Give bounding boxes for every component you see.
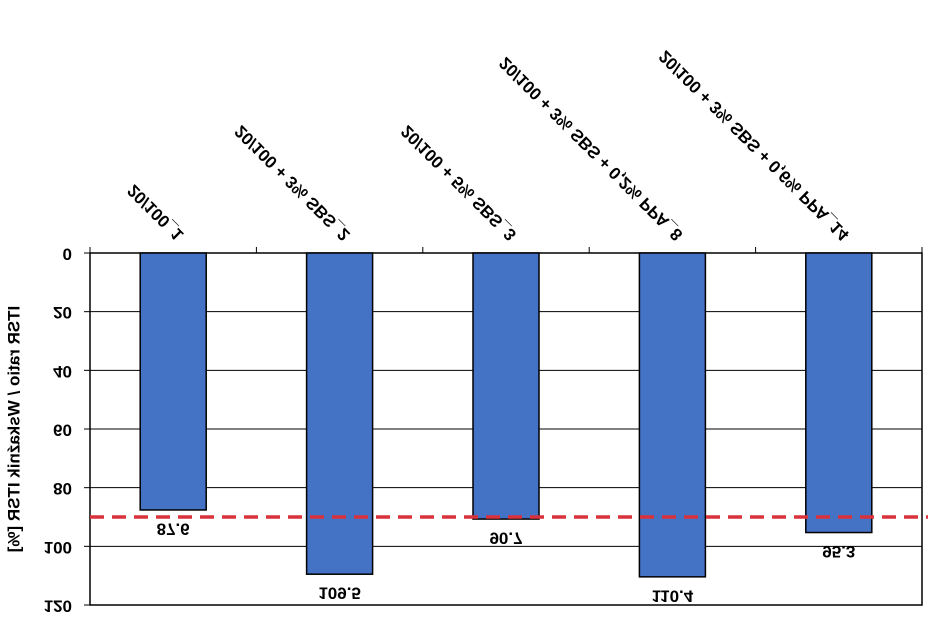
bar — [805, 252, 873, 534]
value-label: 110.4 — [652, 586, 694, 605]
x-tick-label: 20/100 + 3% SBS + 0,2% PPA_8 — [495, 53, 686, 244]
y-axis-label: ITSR ratio / Wskaźnik ITSR [%] — [4, 306, 23, 553]
value-label: 95.3 — [822, 542, 855, 561]
y-tick-label: 100 — [44, 538, 72, 557]
bar — [638, 252, 707, 578]
bar — [472, 252, 540, 520]
value-label: 90.7 — [489, 529, 522, 548]
y-tick-label: 120 — [44, 597, 72, 616]
y-tick-label: 0 — [63, 245, 72, 264]
x-tick-label: 20/100 + 3% SBS_2 — [231, 122, 354, 245]
y-tick-label: 60 — [53, 421, 72, 440]
bar — [305, 252, 374, 575]
bar — [139, 252, 207, 511]
value-label: 109.5 — [318, 584, 361, 603]
y-tick-label: 40 — [53, 362, 72, 381]
y-tick-label: 20 — [53, 303, 72, 322]
y-tick-label: 80 — [53, 479, 72, 498]
value-label: 87.6 — [157, 519, 190, 538]
x-tick-label: 20/100_1 — [124, 181, 188, 245]
x-tick-label: 20/100 + 5% SBS_3 — [397, 122, 520, 245]
x-tick-label: 20/100 + 3% SBS + 0,6% PPA_14 — [655, 47, 853, 245]
